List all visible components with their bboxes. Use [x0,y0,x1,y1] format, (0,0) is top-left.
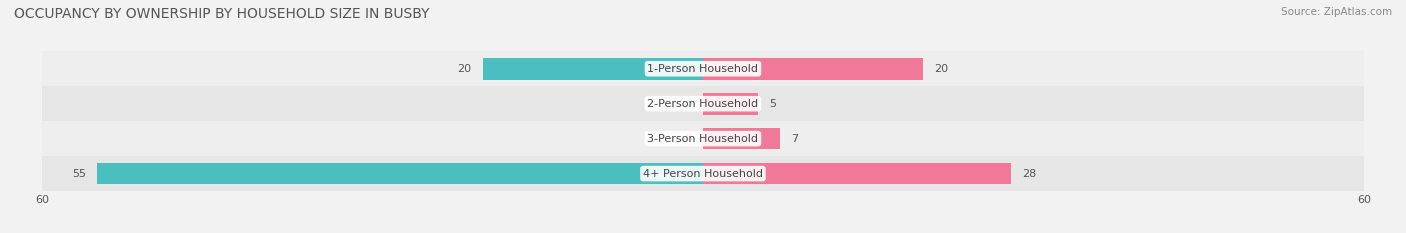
Text: 5: 5 [769,99,776,109]
Text: 0: 0 [685,134,692,144]
Text: 20: 20 [457,64,471,74]
Bar [482,58,703,80]
Bar [42,86,1364,121]
Bar [42,121,1364,156]
Bar [703,58,924,80]
Text: 28: 28 [1022,169,1036,178]
Text: 1-Person Household: 1-Person Household [648,64,758,74]
Text: 20: 20 [934,64,949,74]
Text: 0: 0 [685,99,692,109]
Bar [703,93,758,114]
Text: 55: 55 [72,169,86,178]
Text: OCCUPANCY BY OWNERSHIP BY HOUSEHOLD SIZE IN BUSBY: OCCUPANCY BY OWNERSHIP BY HOUSEHOLD SIZE… [14,7,430,21]
Bar [42,156,1364,191]
Bar [703,163,1011,185]
Bar [703,128,780,150]
Bar [42,51,1364,86]
Bar [97,163,703,185]
Text: 4+ Person Household: 4+ Person Household [643,169,763,178]
Text: Source: ZipAtlas.com: Source: ZipAtlas.com [1281,7,1392,17]
Text: 3-Person Household: 3-Person Household [648,134,758,144]
Text: 7: 7 [792,134,799,144]
Text: 2-Person Household: 2-Person Household [647,99,759,109]
